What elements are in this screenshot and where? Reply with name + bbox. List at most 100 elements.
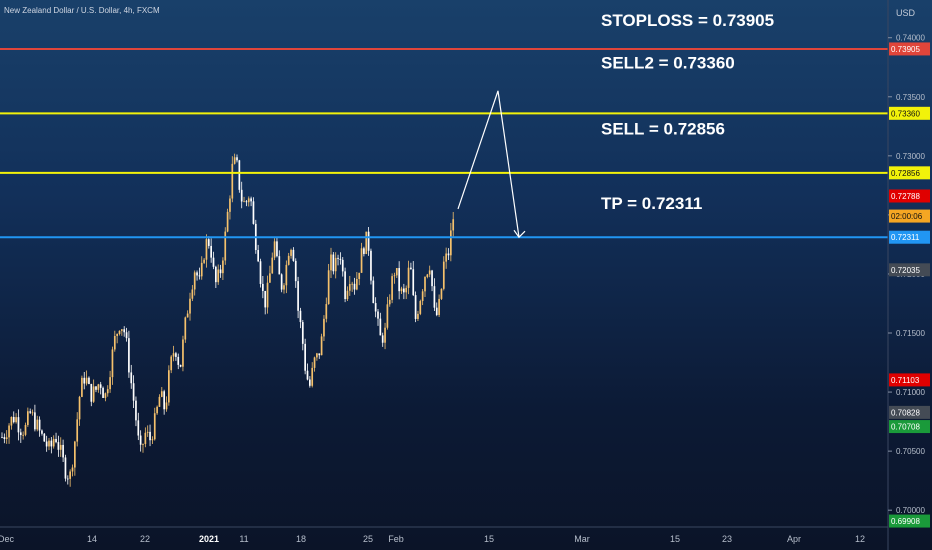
time-tick-label: 18: [296, 534, 306, 544]
time-tick-label: Dec: [0, 534, 14, 544]
candle-body: [99, 384, 102, 388]
candle-body: [66, 478, 69, 480]
candle-body: [379, 318, 382, 336]
candle-body: [45, 441, 48, 447]
candle-body: [426, 274, 429, 277]
price-tag: [889, 209, 930, 223]
candle-body: [179, 364, 182, 367]
candle-body: [325, 304, 328, 319]
time-tick-label: 25: [363, 534, 373, 544]
candle-body: [285, 264, 288, 286]
candle-body: [233, 157, 236, 164]
candle-body: [337, 257, 339, 259]
candle-body: [31, 412, 34, 414]
candle-body: [435, 307, 438, 315]
price-tag: [889, 42, 930, 56]
candle-body: [215, 266, 217, 283]
candle-body: [170, 356, 173, 371]
price-tag-label: 0.70828: [891, 408, 920, 417]
candle-body: [250, 198, 252, 202]
candle-body: [41, 430, 43, 434]
candle-body: [106, 389, 109, 394]
candle-body: [400, 288, 403, 292]
candle-body: [52, 438, 55, 447]
price-tag: [889, 106, 930, 120]
candle-body: [151, 439, 154, 441]
candle-body: [229, 198, 231, 212]
candle-body: [388, 299, 391, 305]
symbol-header: New Zealand Dollar / U.S. Dollar, 4h, FX…: [4, 6, 160, 15]
candle-body: [92, 386, 95, 402]
candle-body: [398, 268, 400, 292]
candle-body: [341, 259, 344, 272]
candle-body: [301, 322, 304, 344]
candle-body: [175, 353, 177, 357]
projection-arrowhead: [513, 229, 526, 239]
price-tag-label: 0.71103: [891, 376, 920, 385]
candle-body: [262, 283, 264, 291]
candle-body: [391, 276, 393, 300]
candle-body: [353, 283, 356, 290]
candle-body: [294, 260, 297, 282]
candle-body: [132, 383, 135, 401]
candle-body: [128, 338, 130, 373]
candle-body: [245, 201, 248, 203]
levels-layer: [0, 47, 888, 239]
candle-body: [17, 417, 20, 433]
candle-body: [276, 241, 278, 257]
candle-body: [125, 332, 128, 339]
candle-body: [372, 280, 375, 304]
candle-body: [142, 443, 144, 445]
time-tick-label: Mar: [574, 534, 590, 544]
candle-body: [363, 248, 365, 254]
candle-body: [29, 411, 32, 413]
candle-body: [395, 268, 398, 276]
candle-body: [283, 285, 285, 290]
currency-label: USD: [896, 8, 916, 18]
price-tick-label: 0.73000: [896, 152, 925, 161]
candle-body: [367, 231, 370, 251]
candle-body: [121, 329, 123, 331]
price-tick-label: 0.73500: [896, 93, 925, 102]
candle-body: [318, 353, 321, 356]
candle-body: [182, 339, 184, 367]
candle-body: [83, 377, 86, 384]
price-tag: [889, 405, 930, 419]
candle-body: [417, 313, 419, 319]
candle-body: [438, 298, 440, 315]
price-tag-label: 02:00:06: [891, 212, 923, 221]
candle-body: [414, 295, 417, 319]
candle-body: [309, 379, 311, 386]
candle-body: [386, 304, 389, 328]
candle-body: [81, 377, 83, 397]
candles-layer: [1, 153, 455, 487]
price-tag-label: 0.73360: [891, 109, 920, 118]
candle-body: [410, 267, 412, 270]
time-tick-label: 2021: [199, 534, 219, 544]
candle-body: [280, 274, 283, 290]
candle-body: [144, 432, 147, 444]
annotations-layer: STOPLOSS = 0.73905 SELL2 = 0.73360 SELL = …: [601, 11, 774, 213]
price-tick-label: 0.74000: [896, 34, 925, 43]
candle-body: [405, 287, 408, 293]
candle-body: [370, 250, 372, 281]
candle-body: [257, 250, 259, 262]
candle-body: [205, 239, 208, 260]
candle-body: [360, 248, 363, 273]
time-axis-layer: Dec 14 22 2021 11 18 25 Feb 15 Mar 15 23 Apr 12: [0, 526, 888, 544]
candle-body: [252, 201, 255, 224]
candle-body: [384, 327, 386, 343]
candle-body: [348, 284, 351, 291]
candle-body: [3, 437, 6, 440]
candle-body: [104, 393, 107, 398]
candle-body: [313, 357, 316, 368]
candle-body: [238, 160, 241, 190]
candle-body: [365, 231, 368, 254]
candle-body: [153, 413, 156, 440]
candle-body: [5, 437, 8, 440]
candle-body: [149, 431, 151, 441]
candle-body: [196, 272, 198, 276]
candle-body: [111, 349, 114, 378]
candle-body: [334, 257, 337, 272]
